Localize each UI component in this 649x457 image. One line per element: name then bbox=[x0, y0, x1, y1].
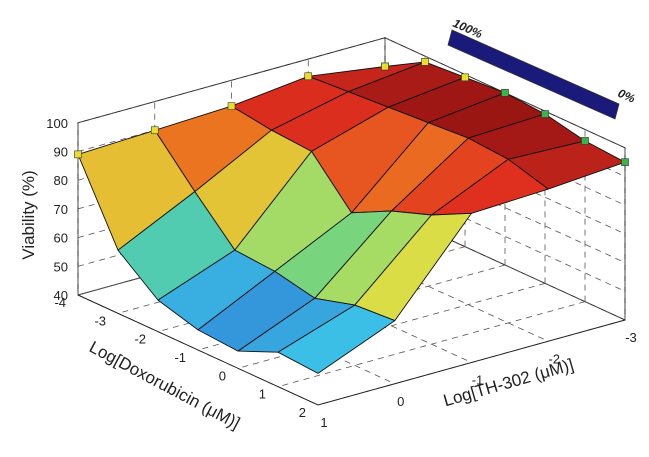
y-tick-label: 2 bbox=[299, 405, 306, 420]
z-tick-label: 80 bbox=[54, 173, 68, 188]
edge-marker bbox=[381, 62, 389, 71]
edge-marker bbox=[501, 89, 509, 97]
edge-marker bbox=[461, 73, 469, 82]
floor-edge bbox=[77, 294, 626, 406]
x-tick-label: 0 bbox=[397, 394, 404, 409]
y-tick-label: -3 bbox=[94, 313, 106, 328]
z-axis-title: Viability (%) bbox=[19, 170, 38, 259]
x-tick-label: -3 bbox=[625, 330, 637, 345]
z-tick-label: 100 bbox=[46, 116, 68, 131]
y-tick-label: -4 bbox=[54, 295, 66, 310]
edge-marker bbox=[421, 58, 429, 66]
edge-marker bbox=[150, 126, 159, 135]
x-axis-title: Log[TH-302 (μM)] bbox=[441, 355, 576, 410]
edge-marker bbox=[581, 137, 589, 145]
z-tick-label: 60 bbox=[54, 231, 68, 246]
edge-markers bbox=[74, 58, 629, 166]
edge-marker bbox=[74, 150, 82, 159]
edge-marker bbox=[227, 102, 236, 110]
z-tick-label: 50 bbox=[54, 259, 68, 274]
colorbar-min-label: 0% bbox=[616, 86, 638, 106]
x-tick-label: -1 bbox=[472, 373, 484, 388]
edge-marker bbox=[621, 158, 629, 166]
x-tick-label: -2 bbox=[548, 351, 560, 366]
x-tick-label: 1 bbox=[320, 415, 327, 430]
z-tick-label: 70 bbox=[54, 202, 68, 217]
z-tick-label: 90 bbox=[54, 145, 68, 160]
y-tick-label: 0 bbox=[219, 368, 226, 383]
edge-marker bbox=[304, 72, 313, 81]
surface-patch bbox=[277, 304, 396, 374]
colorbar-gradient bbox=[447, 29, 620, 120]
y-tick-label: -2 bbox=[134, 332, 146, 347]
z-tick-label: 40 bbox=[54, 288, 68, 303]
y-axis-title: Log[Doxorubicin (μM)] bbox=[86, 337, 243, 432]
y-tick-label: 1 bbox=[259, 387, 266, 402]
edge-marker bbox=[541, 110, 549, 118]
y-tick-label: -1 bbox=[174, 350, 186, 365]
surface-mesh bbox=[77, 61, 626, 374]
